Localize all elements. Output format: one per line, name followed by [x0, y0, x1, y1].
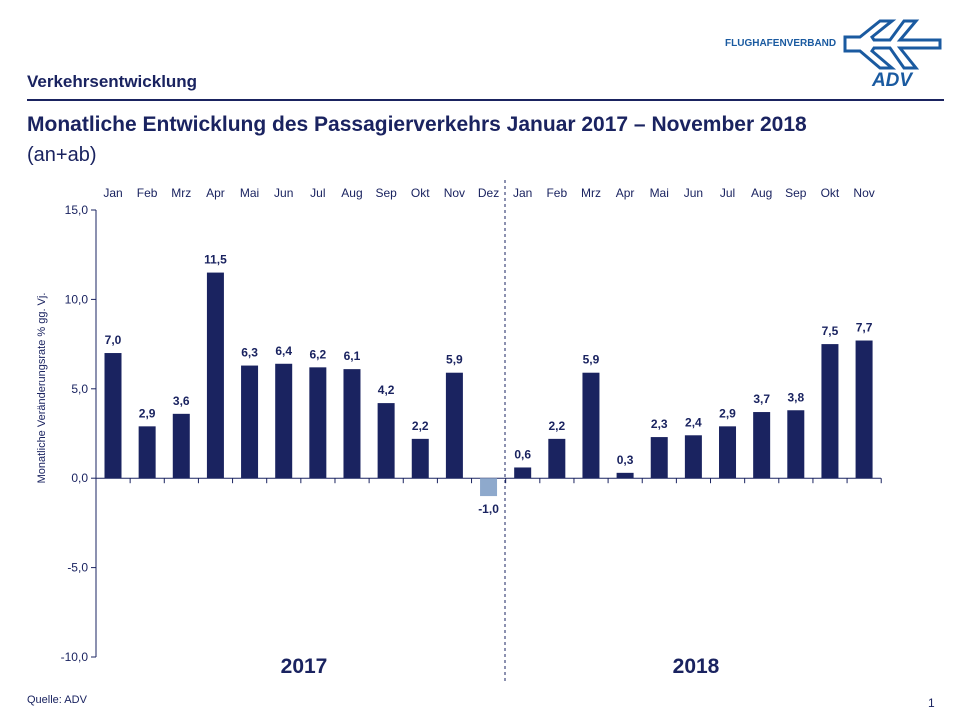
- bar: [548, 438, 566, 479]
- y-tick-label: -5,0: [67, 561, 88, 575]
- data-label: 4,2: [378, 383, 395, 397]
- x-tick-label: Aug: [341, 186, 362, 200]
- source-note: Quelle: ADV: [27, 694, 87, 706]
- data-label: 5,9: [446, 353, 463, 367]
- x-tick-label: Sep: [785, 186, 807, 200]
- data-label: 7,0: [105, 333, 122, 347]
- x-tick-label: Jul: [310, 186, 325, 200]
- x-tick-label: Mai: [650, 186, 669, 200]
- y-tick-label: 5,0: [71, 382, 88, 396]
- data-label: -1,0: [478, 502, 499, 516]
- x-tick-label: Aug: [751, 186, 772, 200]
- bar: [616, 472, 634, 479]
- data-label: 6,4: [275, 344, 292, 358]
- y-axis-label: Monatliche Veränderungsrate % gg. Vj.: [36, 293, 48, 484]
- bar: [753, 412, 771, 479]
- x-tick-label: Sep: [375, 186, 397, 200]
- data-label: 2,9: [719, 406, 736, 420]
- x-tick-label: Nov: [853, 186, 874, 200]
- bar: [241, 365, 259, 479]
- data-label: 0,3: [617, 453, 634, 467]
- y-tick-label: 0,0: [71, 471, 88, 485]
- x-tick-label: Nov: [444, 186, 465, 200]
- data-label: 3,8: [787, 390, 804, 404]
- bar: [480, 478, 498, 497]
- data-label: 7,5: [822, 324, 839, 338]
- x-tick-label: Okt: [821, 186, 840, 200]
- header-divider: [27, 99, 944, 101]
- bar: [445, 372, 463, 479]
- bar: [206, 272, 224, 479]
- bar: [172, 413, 190, 479]
- data-label: 2,2: [548, 419, 565, 433]
- x-tick-label: Dez: [478, 186, 499, 200]
- logo-mark: ADV: [871, 70, 913, 90]
- x-tick-label: Mrz: [171, 186, 191, 200]
- logo-text: FLUGHAFENVERBAND: [725, 38, 837, 49]
- data-label: 6,2: [309, 347, 326, 361]
- bar: [855, 340, 873, 479]
- data-label: 6,3: [241, 346, 258, 360]
- bar: [309, 367, 327, 479]
- y-tick-label: -10,0: [61, 650, 89, 664]
- page-subtitle: (an+ab): [27, 144, 97, 166]
- section-title: Verkehrsentwicklung: [27, 72, 198, 91]
- data-label: 2,9: [139, 406, 156, 420]
- x-tick-label: Okt: [411, 186, 430, 200]
- x-tick-label: Jun: [274, 186, 293, 200]
- bar: [377, 403, 395, 479]
- bar: [343, 369, 361, 479]
- x-tick-label: Apr: [206, 186, 225, 200]
- group-label-2017: 2017: [281, 655, 328, 678]
- bar: [719, 426, 737, 479]
- bar: [275, 363, 293, 479]
- data-label: 0,6: [514, 447, 531, 461]
- bar: [514, 467, 532, 479]
- bar: [411, 438, 429, 479]
- x-tick-label: Apr: [616, 186, 635, 200]
- bar: [821, 344, 839, 479]
- x-tick-label: Jun: [684, 186, 703, 200]
- x-tick-label: Feb: [137, 186, 158, 200]
- data-label: 3,7: [753, 392, 770, 406]
- data-label: 11,5: [204, 253, 227, 267]
- x-tick-label: Jan: [103, 186, 122, 200]
- data-label: 7,7: [856, 321, 873, 335]
- bar: [104, 353, 122, 479]
- x-tick-label: Mrz: [581, 186, 601, 200]
- x-tick-label: Jan: [513, 186, 532, 200]
- group-label-2018: 2018: [673, 655, 720, 678]
- bar: [650, 437, 668, 479]
- x-tick-label: Mai: [240, 186, 259, 200]
- bar: [582, 372, 600, 479]
- page-number: 1: [928, 696, 935, 710]
- bar: [787, 410, 805, 479]
- page-title: Monatliche Entwicklung des Passagierverk…: [27, 113, 807, 136]
- bar: [138, 426, 156, 479]
- x-tick-label: Feb: [546, 186, 567, 200]
- data-label: 2,4: [685, 415, 702, 429]
- data-label: 2,3: [651, 417, 668, 431]
- data-label: 3,6: [173, 394, 190, 408]
- data-label: 2,2: [412, 419, 429, 433]
- x-tick-label: Jul: [720, 186, 735, 200]
- data-label: 6,1: [344, 349, 361, 363]
- y-tick-label: 10,0: [65, 292, 89, 306]
- data-label: 5,9: [583, 353, 600, 367]
- bar: [684, 435, 702, 479]
- y-tick-label: 15,0: [65, 203, 89, 217]
- adv-logo-icon: ADV: [843, 19, 942, 90]
